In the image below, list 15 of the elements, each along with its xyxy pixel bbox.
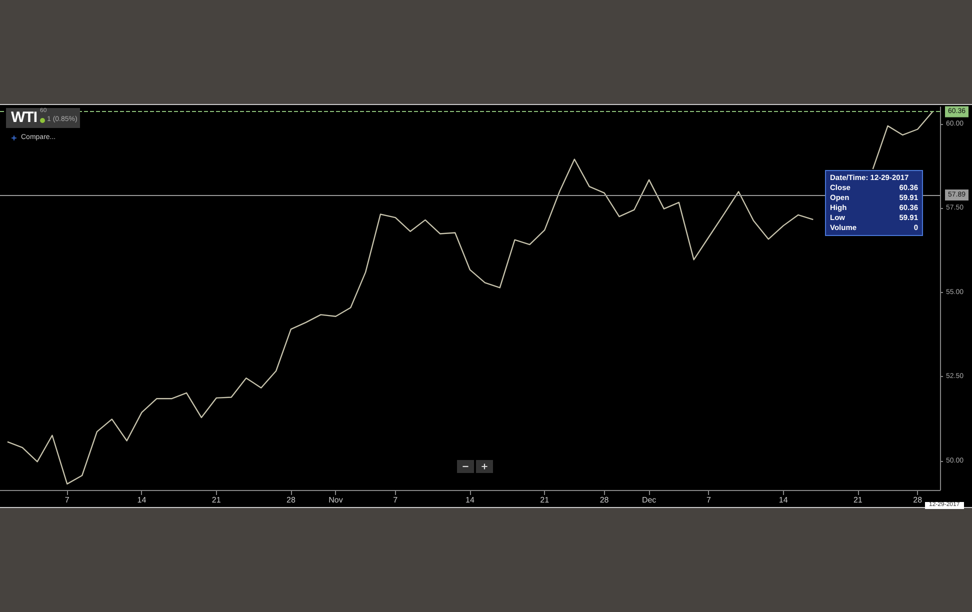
x-tick-label: 28 <box>600 496 610 504</box>
x-tick-label: 7 <box>64 496 70 504</box>
x-tick-label: 28 <box>913 496 923 504</box>
x-tick-label: 7 <box>393 496 398 504</box>
x-tick-label: 14 <box>137 496 147 504</box>
x-tick-label: Dec <box>642 496 656 504</box>
chart-title: WTI <box>11 109 37 126</box>
x-tick-label: 28 <box>286 496 296 504</box>
x-tick-label: 21 <box>212 496 222 504</box>
x-tick-label: 7 <box>706 496 712 504</box>
x-tick-label: 14 <box>466 496 475 504</box>
x-tick-label: 14 <box>778 496 788 504</box>
x-tick-label: 21 <box>853 496 863 504</box>
x-tick-label: 21 <box>540 496 550 504</box>
x-tick-label: Nov <box>328 496 343 504</box>
